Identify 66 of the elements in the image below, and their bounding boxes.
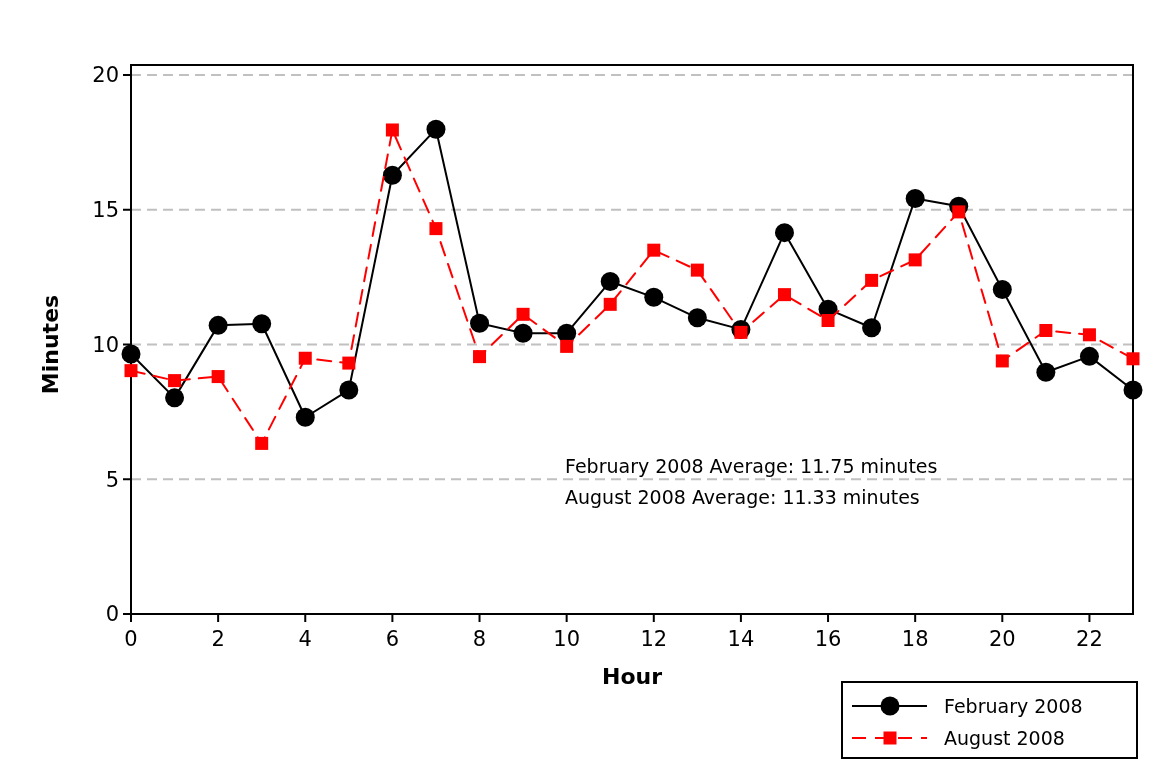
x-tick-label: 20 [988,627,1016,651]
y-axis-title: Minutes [38,294,63,395]
point [426,119,446,139]
point [557,323,577,343]
point [211,370,225,384]
point [647,243,661,257]
point [382,165,402,185]
x-tick-label: 2 [211,627,225,651]
point [862,318,882,338]
x-tick-label: 4 [298,627,312,651]
x-tick-label: 0 [124,627,138,651]
point [905,188,925,208]
legend-label: August 2008 [944,726,1065,749]
x-tick-label: 16 [814,627,842,651]
annotation: February 2008 Average: 11.75 minutes [565,455,938,477]
point [255,436,269,450]
point [208,315,228,335]
point [339,380,359,400]
point [516,307,530,321]
x-tick-label: 22 [1076,627,1103,651]
point [1036,362,1056,382]
point [1079,346,1099,366]
x-tick-label: 18 [901,627,929,651]
point [777,288,791,302]
point [295,407,315,427]
point [821,314,835,328]
y-tick-label: 10 [92,332,119,357]
point [1082,328,1096,342]
point [1123,380,1143,400]
point [429,222,443,236]
point [600,271,620,291]
point [121,344,141,364]
point [992,280,1012,300]
x-tick-label: 12 [640,627,668,651]
x-tick-label: 6 [385,627,400,651]
x-axis-title: Hour [601,664,663,689]
point [252,314,272,334]
point [603,297,617,311]
point [690,263,704,277]
point [1126,352,1140,366]
y-tick-label: 5 [105,467,119,492]
x-tick-label: 8 [472,627,487,651]
y-tick-label: 15 [92,198,119,223]
point [165,388,185,408]
point [995,354,1009,368]
point [168,374,182,388]
legend-label: February 2008 [944,694,1083,717]
point [470,313,490,333]
point [865,273,879,287]
annotation: August 2008 Average: 11.33 minutes [565,486,920,508]
point [687,308,707,328]
y-tick-label: 0 [105,602,119,627]
point [908,253,922,267]
point [473,350,487,364]
point [513,323,533,343]
y-tick-label: 20 [92,63,119,88]
x-tick-label: 10 [553,627,581,651]
point [385,123,399,137]
point [560,339,574,353]
point [298,351,312,365]
point [644,287,664,307]
point [124,364,138,378]
point [342,356,356,370]
point [774,223,794,243]
point [1039,323,1053,337]
x-tick-label: 14 [727,627,755,651]
